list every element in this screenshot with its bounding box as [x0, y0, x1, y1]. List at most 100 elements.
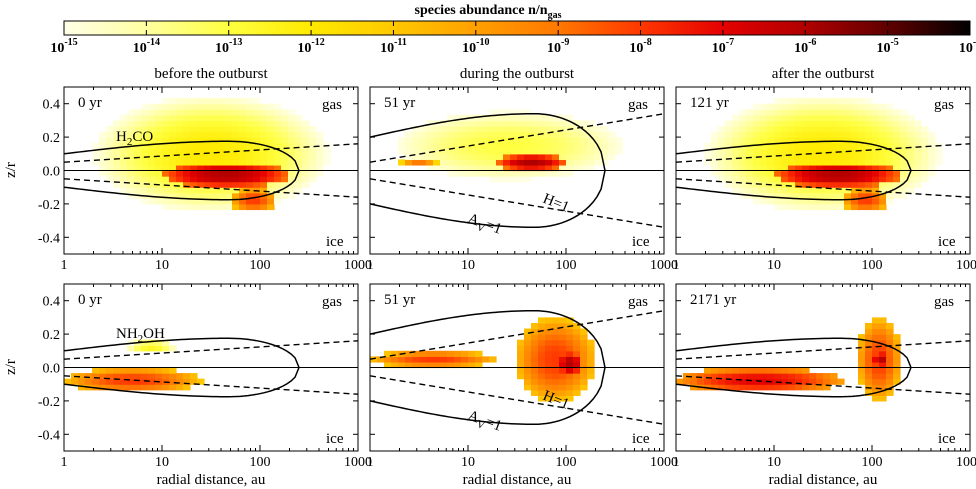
heatmap-cell — [197, 203, 205, 211]
heatmap-cell — [190, 142, 198, 149]
heatmap-cell — [587, 142, 595, 149]
heatmap-cell — [398, 361, 406, 369]
heatmap-cell — [837, 378, 845, 385]
heatmap-cell — [718, 153, 726, 160]
heatmap-cell — [503, 114, 511, 121]
heatmap-cell — [739, 373, 747, 380]
heatmap-cell — [267, 120, 275, 127]
heatmap-cell — [148, 120, 156, 127]
heatmap-cell — [253, 181, 261, 188]
heatmap-cell — [461, 153, 469, 160]
heatmap-cell — [302, 176, 310, 183]
heatmap-cell — [566, 384, 574, 391]
heatmap-cell — [907, 125, 915, 133]
heatmap-cell — [106, 159, 114, 166]
heatmap-cell — [872, 345, 880, 352]
heatmap-cell — [718, 142, 726, 149]
heatmap-cell — [496, 120, 504, 127]
heatmap-cell — [524, 176, 532, 183]
heatmap-cell — [788, 137, 796, 144]
heatmap-cell — [928, 148, 936, 155]
heatmap-cell — [176, 98, 184, 105]
heatmap-cell — [309, 159, 317, 166]
heatmap-cell — [746, 187, 754, 194]
heatmap-cell — [260, 170, 268, 177]
heatmap-cell — [405, 356, 413, 363]
heatmap-cell — [914, 164, 922, 172]
heatmap-cell — [816, 131, 824, 138]
heatmap-cell — [211, 103, 219, 110]
heatmap-cell — [162, 384, 170, 391]
heatmap-cell — [517, 114, 525, 121]
heatmap-cell — [816, 120, 824, 127]
heatmap-cell — [788, 198, 796, 205]
heatmap-cell — [858, 170, 866, 177]
heatmap-cell — [907, 164, 915, 172]
y-tick-label: 0.4 — [43, 295, 61, 310]
heatmap-cell — [900, 125, 908, 133]
heatmap-cell — [559, 137, 567, 144]
xlabel-col1: radial distance, au — [463, 472, 572, 488]
heatmap-cell — [872, 328, 880, 335]
heatmap-cell — [517, 131, 525, 138]
heatmap-cell — [573, 334, 581, 341]
heatmap-cell — [921, 148, 929, 155]
heatmap-cell — [253, 98, 261, 105]
heatmap-cell — [816, 164, 824, 172]
heatmap-cell — [907, 181, 915, 188]
heatmap-cell — [767, 109, 775, 116]
heatmap-cell — [552, 389, 560, 396]
heatmap-cell — [865, 322, 873, 330]
heatmap-cell — [524, 114, 532, 121]
colorbar-tick-label: 10-13 — [215, 37, 242, 56]
heatmap-cell — [893, 378, 901, 385]
heatmap-cell — [183, 170, 191, 177]
heatmap-cell — [531, 159, 539, 166]
heatmap-cell — [767, 176, 775, 183]
heatmap-cell — [211, 187, 219, 194]
heatmap-cell — [552, 378, 560, 385]
heatmap-cell — [760, 153, 768, 160]
heatmap-cell — [120, 181, 128, 188]
heatmap — [64, 339, 205, 391]
heatmap-cell — [601, 153, 609, 160]
heatmap-cell — [608, 153, 616, 160]
heatmap-cell — [851, 114, 859, 121]
heatmap-cell — [253, 109, 261, 116]
heatmap-cell — [92, 148, 100, 155]
heatmap-cell — [260, 159, 268, 166]
heatmap-cell — [155, 103, 163, 110]
heatmap-cell — [767, 125, 775, 133]
heatmap-cell — [162, 373, 170, 380]
heatmap-cell — [113, 384, 121, 391]
heatmap-cell — [893, 131, 901, 138]
heatmap-cell — [288, 170, 296, 177]
heatmap-cell — [879, 114, 887, 121]
heatmap-cell — [545, 164, 553, 172]
heatmap-cell — [503, 109, 511, 116]
heatmap-cell — [725, 170, 733, 177]
heatmap-cell — [886, 103, 894, 110]
heatmap-cell — [253, 198, 261, 205]
heatmap-cell — [531, 137, 539, 144]
heatmap-cell — [573, 339, 581, 346]
av-contour-upper — [370, 112, 606, 171]
heatmap-cell — [162, 170, 170, 177]
heatmap-cell — [774, 103, 782, 110]
heatmap-cell — [552, 334, 560, 341]
heatmap-cell — [566, 334, 574, 341]
heatmap-cell — [295, 114, 303, 121]
heatmap-cell — [774, 120, 782, 127]
heatmap-cell — [190, 187, 198, 194]
heatmap-cell — [781, 103, 789, 110]
heatmap-cell — [99, 142, 107, 149]
heatmap-cell — [134, 373, 142, 380]
heatmap-cell — [211, 137, 219, 144]
heatmap-cell — [225, 137, 233, 144]
heatmap-cell — [809, 137, 817, 144]
heatmap-cell — [489, 131, 497, 138]
heatmap-cell — [893, 164, 901, 172]
heatmap-cell — [788, 120, 796, 127]
heatmap-cell — [127, 131, 135, 138]
heatmap-cell — [489, 164, 497, 172]
